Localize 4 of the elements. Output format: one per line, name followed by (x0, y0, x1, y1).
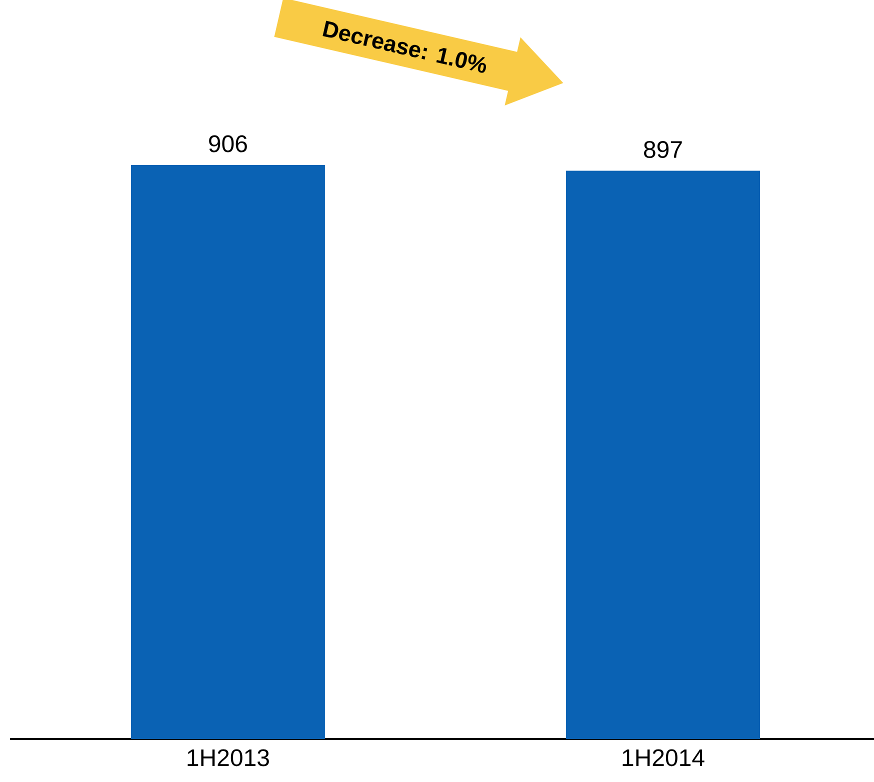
data-label: 897 (644, 140, 682, 158)
data-label: 906 (209, 135, 247, 152)
x-tick-label: 1H2013 (188, 749, 269, 766)
x-tick-label: 1H2014 (622, 749, 704, 766)
